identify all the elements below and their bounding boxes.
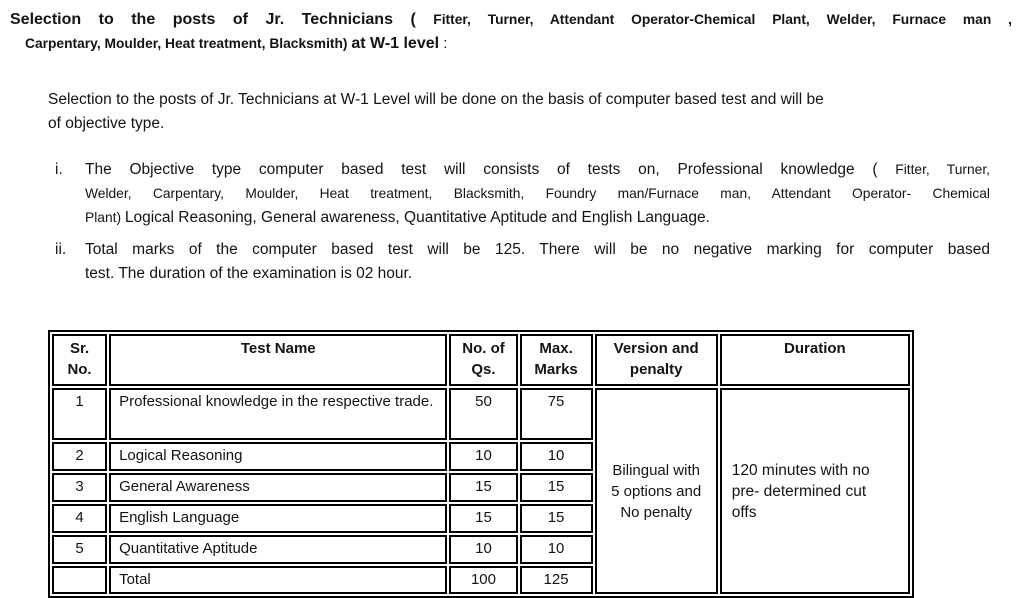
cell-sr-no: 4 [52, 504, 108, 533]
cell-test-name: Professional knowledge in the respective… [109, 388, 448, 440]
cell-max-marks: 125 [519, 566, 593, 594]
cell-sr-no: 2 [52, 442, 108, 471]
cell-no-of-qs: 15 [449, 504, 518, 533]
cell-test-name: General Awareness [109, 473, 448, 502]
cell-max-marks: 75 [519, 388, 593, 440]
item-i-seg-small: Fitter, Turner, [895, 162, 990, 177]
item-i-seg-small-2: Plant) [85, 210, 125, 225]
cell-test-name: Total [109, 566, 448, 594]
item-ii-line-2: test. The duration of the examination is… [85, 265, 413, 282]
list-marker-i: i. [55, 161, 63, 178]
item-i-line-1: The Objective type computer based test w… [85, 158, 990, 182]
cell-test-name: Quantitative Aptitude [109, 535, 448, 564]
cell-duration: 120 minutes with no pre- determined cut … [719, 388, 910, 594]
col-header-sr-no: Sr. No. [52, 334, 108, 386]
intro-line-1: Selection to the posts of Jr. Technician… [48, 91, 824, 108]
cell-test-name: English Language [109, 504, 448, 533]
intro-paragraph: Selection to the posts of Jr. Technician… [48, 88, 990, 136]
exam-structure-table: Sr. No. Test Name No. of Qs. Max. Marks … [48, 330, 914, 598]
col-header-version-penalty: Version and penalty [594, 334, 718, 386]
cell-no-of-qs: 50 [449, 388, 518, 440]
cell-sr-no: 5 [52, 535, 108, 564]
cell-no-of-qs: 100 [449, 566, 518, 594]
table-row: 3 General Awareness 15 15 [52, 473, 910, 502]
col-header-no-of-qs: No. of Qs. [449, 334, 518, 386]
item-ii-line-1: Total marks of the computer based test w… [85, 241, 990, 258]
list-item-ii: ii. Total marks of the computer based te… [55, 238, 990, 286]
cell-no-of-qs: 10 [449, 442, 518, 471]
title-colon: : [439, 35, 448, 52]
item-i-line-3: Plant) Logical Reasoning, General awaren… [85, 206, 990, 230]
item-i-seg-large: The Objective type computer based test w… [85, 161, 896, 178]
table-row: 4 English Language 15 15 [52, 504, 910, 533]
title-trades-text-2: Carpentary, Moulder, Heat treatment, Bla… [25, 36, 352, 51]
cell-sr-no [52, 566, 108, 594]
cell-max-marks: 15 [519, 473, 593, 502]
item-i-line-2: Welder, Carpentary, Moulder, Heat treatm… [85, 186, 990, 201]
list-marker-ii: ii. [55, 241, 67, 258]
title-line-1: Selection to the posts of Jr. Technician… [10, 8, 1012, 32]
document-title: Selection to the posts of Jr. Technician… [10, 8, 1012, 56]
col-header-duration: Duration [719, 334, 910, 386]
item-i-seg-large-2: Logical Reasoning, General awareness, Qu… [124, 209, 710, 226]
roman-list: i. The Objective type computer based tes… [10, 158, 1012, 286]
table-row: 1 Professional knowledge in the respecti… [52, 388, 910, 594]
cell-no-of-qs: 15 [449, 473, 518, 502]
title-trades-text: Fitter, Turner, Attendant Operator-Chemi… [433, 12, 1012, 27]
cell-sr-no: 1 [52, 388, 108, 440]
title-main-text: Selection to the posts of Jr. Technician… [10, 11, 434, 28]
list-item-ii-text: Total marks of the computer based test w… [85, 238, 990, 286]
table-header-row: Sr. No. Test Name No. of Qs. Max. Marks … [52, 334, 910, 386]
list-item-i: i. The Objective type computer based tes… [55, 158, 990, 230]
col-header-max-marks: Max. Marks [519, 334, 593, 386]
cell-no-of-qs: 10 [449, 535, 518, 564]
table-row: 5 Quantitative Aptitude 10 10 [52, 535, 910, 564]
cell-max-marks: 15 [519, 504, 593, 533]
title-level-text: at W-1 level [351, 35, 440, 52]
list-item-i-text: The Objective type computer based test w… [85, 158, 990, 230]
cell-max-marks: 10 [519, 535, 593, 564]
cell-version-penalty: Bilingual with 5 options and No penalty [594, 388, 718, 594]
cell-test-name: Logical Reasoning [109, 442, 448, 471]
cell-sr-no: 3 [52, 473, 108, 502]
title-line-2: Carpentary, Moulder, Heat treatment, Bla… [10, 32, 1012, 56]
intro-line-2: of objective type. [48, 115, 165, 132]
table-row: 2 Logical Reasoning 10 10 [52, 442, 910, 471]
col-header-test-name: Test Name [109, 334, 448, 386]
cell-max-marks: 10 [519, 442, 593, 471]
